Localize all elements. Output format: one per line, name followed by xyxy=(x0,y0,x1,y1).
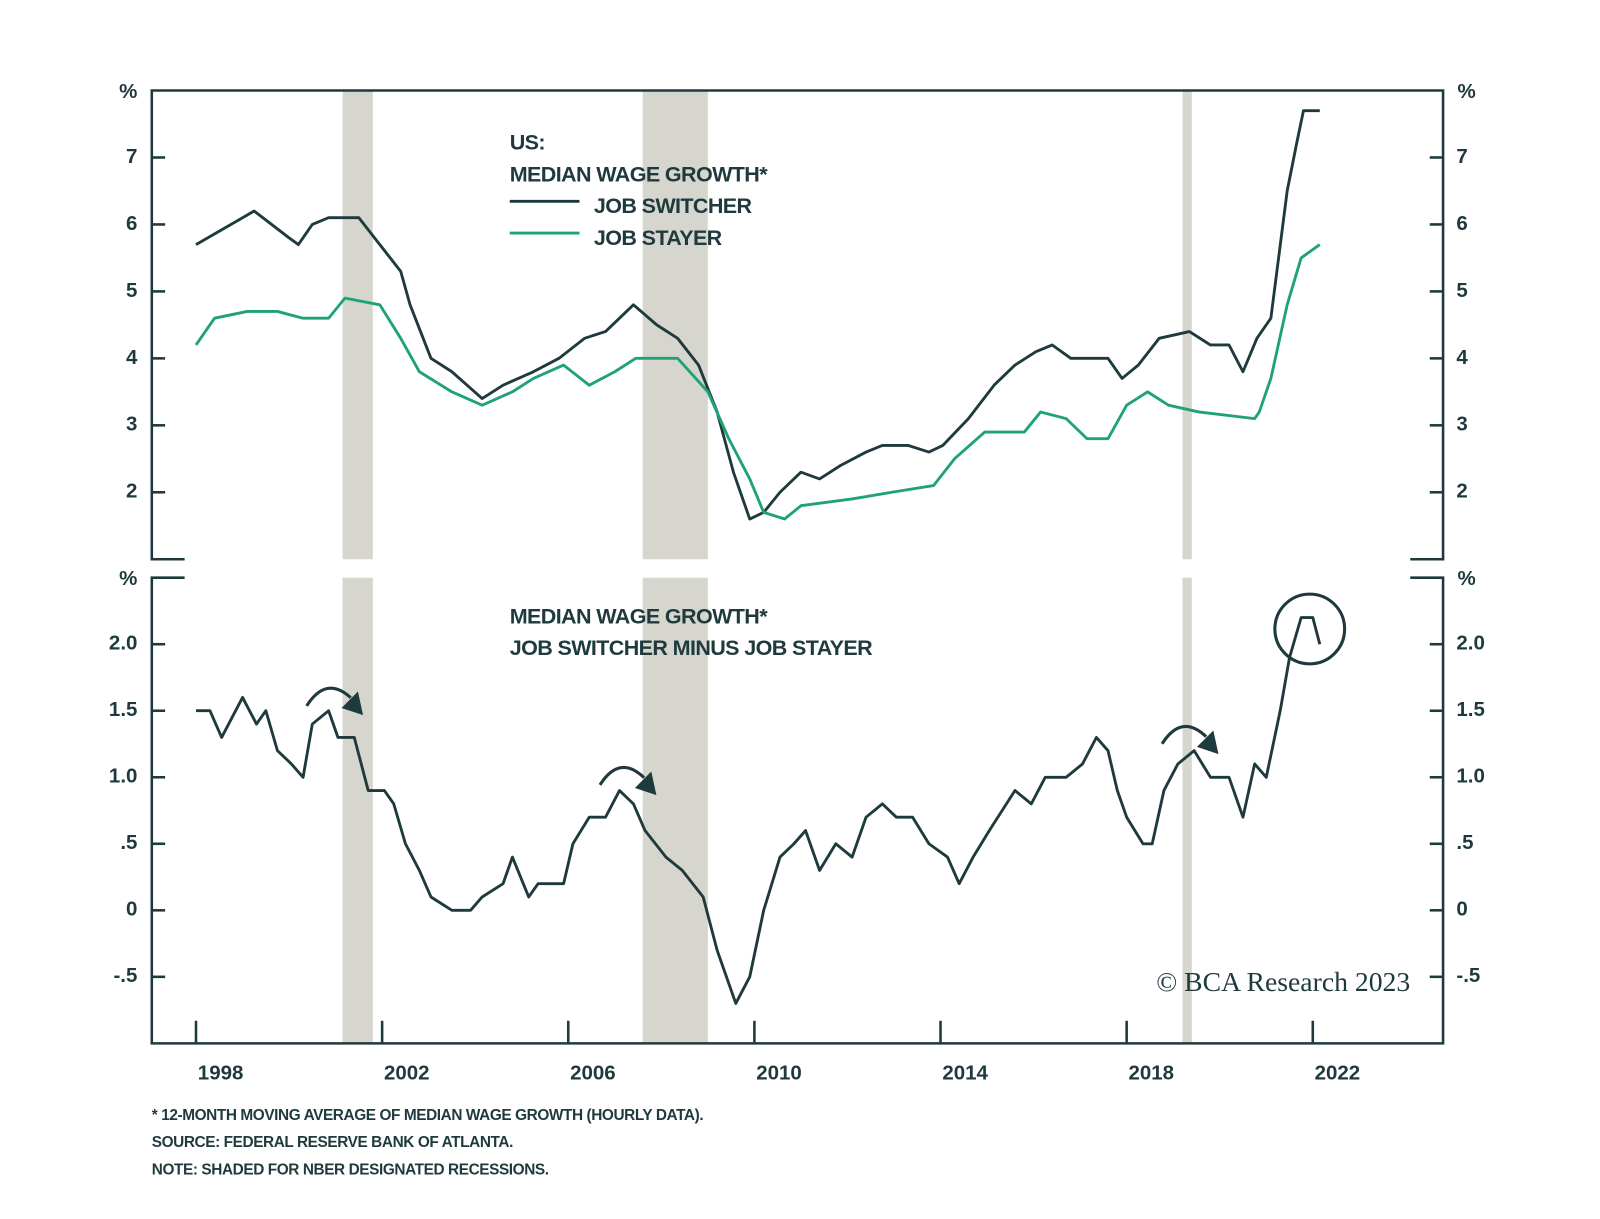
recession-shade xyxy=(1182,577,1192,1044)
y-unit-label: % xyxy=(119,567,137,590)
y-tick-label: 3 xyxy=(126,413,137,436)
y-tick-label-right: 2 xyxy=(1456,480,1467,503)
y-tick-label-right: 1.0 xyxy=(1456,765,1485,788)
footnote: NOTE: SHADED FOR NBER DESIGNATED RECESSI… xyxy=(152,1162,549,1179)
legend-label: JOB SWITCHER xyxy=(594,194,753,218)
y-tick-label: 1.0 xyxy=(109,765,138,788)
x-tick-label: 2022 xyxy=(1315,1062,1361,1085)
recession-shade xyxy=(342,577,373,1044)
x-tick-label: 2006 xyxy=(570,1062,616,1085)
y-tick-label: 5 xyxy=(126,279,137,302)
arrow-head xyxy=(341,691,364,716)
y-tick-label-right: .5 xyxy=(1456,831,1473,854)
arrow xyxy=(598,766,646,786)
x-tick-label: 2002 xyxy=(384,1062,430,1085)
y-tick-label-right: 2.0 xyxy=(1456,632,1485,655)
bottom-panel-frame xyxy=(150,576,1445,1045)
annotation: MEDIAN WAGE GROWTH* xyxy=(510,604,768,628)
highlight-circle xyxy=(1273,592,1347,666)
x-tick-label: 2018 xyxy=(1128,1062,1174,1085)
y-tick-label: -.5 xyxy=(113,964,137,987)
y-unit-label: % xyxy=(1458,80,1476,103)
x-tick-label: 1998 xyxy=(198,1062,244,1085)
series-line xyxy=(195,109,1320,521)
recession-shade xyxy=(342,90,373,560)
y-tick-label-right: 5 xyxy=(1456,279,1467,302)
top-panel-frame xyxy=(150,89,1445,561)
y-tick-label-right: 1.5 xyxy=(1456,698,1485,721)
x-tick-label: 2014 xyxy=(942,1062,988,1085)
arrow-head xyxy=(1196,730,1219,755)
recession-shade xyxy=(642,90,708,560)
y-tick-label-right: 7 xyxy=(1456,145,1467,168)
annotation-arrows xyxy=(305,592,1347,786)
series-line xyxy=(194,243,1321,521)
annotation: JOB SWITCHER MINUS JOB STAYER xyxy=(510,636,873,660)
arrow-head xyxy=(634,771,657,796)
recession-shade xyxy=(642,577,708,1044)
recession-shade xyxy=(1182,90,1192,560)
arrow xyxy=(305,686,352,707)
y-tick-label-right: -.5 xyxy=(1456,964,1480,987)
y-tick-label-right: 0 xyxy=(1456,898,1467,921)
y-tick-label: 1.5 xyxy=(109,698,138,721)
series-line xyxy=(195,616,1322,1005)
annotation: US: xyxy=(510,131,545,155)
shade-layer xyxy=(342,90,1192,1044)
y-tick-label: .5 xyxy=(120,831,137,854)
y-tick-label: 7 xyxy=(126,145,137,168)
annotation: MEDIAN WAGE GROWTH* xyxy=(510,162,768,186)
y-unit-label: % xyxy=(1458,567,1476,590)
y-unit-label: % xyxy=(119,80,137,103)
arrow xyxy=(1160,725,1208,745)
footnote: SOURCE: FEDERAL RESERVE BANK OF ATLANTA. xyxy=(152,1134,513,1151)
footnote: * 12-MONTH MOVING AVERAGE OF MEDIAN WAGE… xyxy=(152,1107,704,1124)
y-tick-label: 4 xyxy=(126,346,138,369)
x-tick-label: 2010 xyxy=(756,1062,802,1085)
y-tick-label-right: 4 xyxy=(1456,346,1468,369)
y-tick-label: 2 xyxy=(126,480,137,503)
credit: © BCA Research 2023 xyxy=(1156,966,1410,997)
legend-label: JOB STAYER xyxy=(594,226,723,250)
y-tick-label: 0 xyxy=(126,898,137,921)
y-tick-label: 6 xyxy=(126,212,137,235)
arrow-heads xyxy=(341,691,1219,796)
y-tick-label-right: 3 xyxy=(1456,413,1467,436)
y-tick-label-right: 6 xyxy=(1456,212,1467,235)
y-tick-label: 2.0 xyxy=(109,632,138,655)
